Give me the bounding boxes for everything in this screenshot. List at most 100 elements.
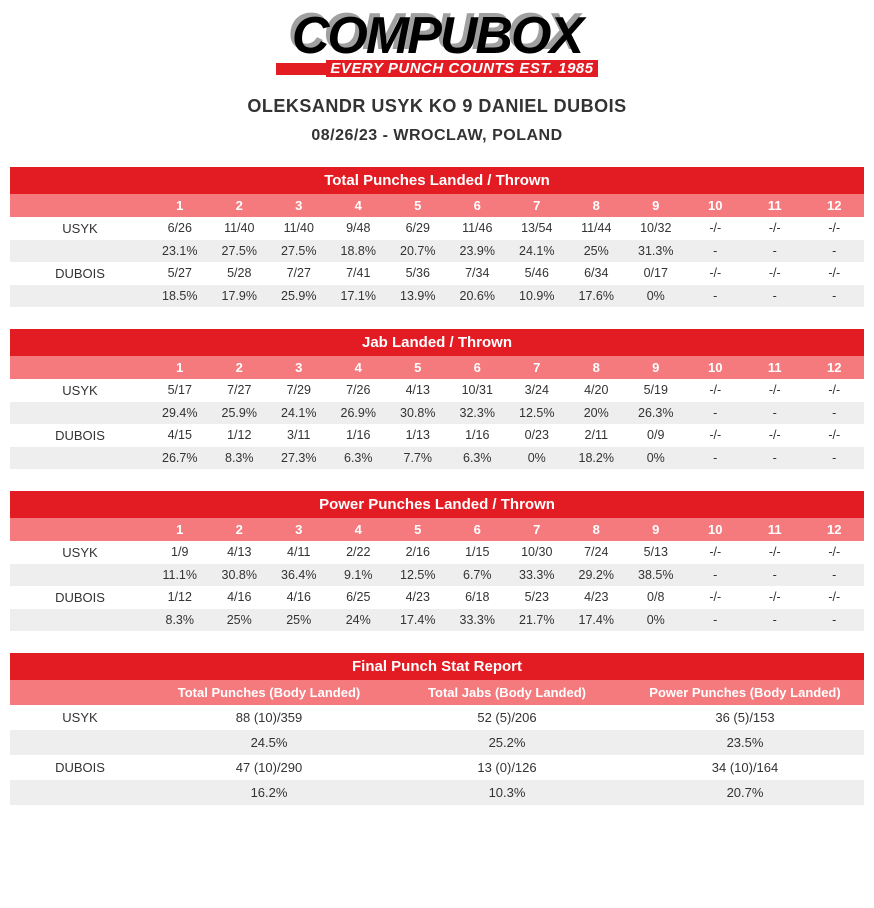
jab-usyk-pct-r8: 20%	[567, 402, 627, 424]
jab-usyk-lt-r6: 10/31	[448, 379, 508, 402]
total-dub-pct-r6: 20.6%	[448, 285, 508, 307]
jab-row-dub-pct: 26.7%8.3%27.3%6.3%7.7%6.3%0%18.2%0%---	[10, 447, 864, 469]
total-round-header-10: 10	[686, 194, 746, 217]
total-dub-pct-r3: 25.9%	[269, 285, 329, 307]
total-dub-lt-r8: 6/34	[567, 262, 627, 285]
jab-dub-pct-r9: 0%	[626, 447, 686, 469]
total-usyk-lt-r7: 13/54	[507, 217, 567, 240]
power-name-dub-lt: DUBOIS	[10, 586, 150, 609]
jab-usyk-pct-r12: -	[805, 402, 865, 424]
final-dub-power: 34 (10)/164	[626, 755, 864, 780]
jab-dub-lt-r9: 0/9	[626, 424, 686, 447]
power-dub-pct-r11: -	[745, 609, 805, 631]
final-row-dubois-pct: 16.2% 10.3% 20.7%	[10, 780, 864, 805]
jab-usyk-pct-r10: -	[686, 402, 746, 424]
jab-dub-pct-r6: 6.3%	[448, 447, 508, 469]
power-usyk-pct-r2: 30.8%	[210, 564, 270, 586]
jab-name-usyk-pct	[10, 402, 150, 424]
total-section: Total Punches Landed / Thrown12345678910…	[10, 167, 864, 307]
power-section: Power Punches Landed / Thrown12345678910…	[10, 491, 864, 631]
total-usyk-lt-r6: 11/46	[448, 217, 508, 240]
final-row-dubois-vals: DUBOIS 47 (10)/290 13 (0)/126 34 (10)/16…	[10, 755, 864, 780]
final-usyk-power: 36 (5)/153	[626, 705, 864, 730]
total-name-usyk-lt: USYK	[10, 217, 150, 240]
final-dub-total: 47 (10)/290	[150, 755, 388, 780]
total-round-header-9: 9	[626, 194, 686, 217]
final-dub-jabs-pct: 10.3%	[388, 780, 626, 805]
total-header-row: 123456789101112	[10, 194, 864, 217]
total-dub-pct-r4: 17.1%	[329, 285, 389, 307]
final-table: Total Punches (Body Landed) Total Jabs (…	[10, 680, 864, 805]
power-dub-pct-r12: -	[805, 609, 865, 631]
jab-dub-pct-r12: -	[805, 447, 865, 469]
jab-usyk-lt-r5: 4/13	[388, 379, 448, 402]
total-usyk-lt-r2: 11/40	[210, 217, 270, 240]
power-round-header-8: 8	[567, 518, 627, 541]
power-dub-lt-r3: 4/16	[269, 586, 329, 609]
power-dub-lt-r11: -/-	[745, 586, 805, 609]
total-usyk-lt-r10: -/-	[686, 217, 746, 240]
power-dub-lt-r8: 4/23	[567, 586, 627, 609]
power-dub-pct-r2: 25%	[210, 609, 270, 631]
jab-row-dub-lt: DUBOIS4/151/123/111/161/131/160/232/110/…	[10, 424, 864, 447]
total-name-usyk-pct	[10, 240, 150, 262]
power-dub-lt-r4: 6/25	[329, 586, 389, 609]
jab-usyk-pct-r2: 25.9%	[210, 402, 270, 424]
power-usyk-lt-r1: 1/9	[150, 541, 210, 564]
power-round-header-10: 10	[686, 518, 746, 541]
total-round-header-8: 8	[567, 194, 627, 217]
jab-usyk-pct-r6: 32.3%	[448, 402, 508, 424]
total-dub-lt-r3: 7/27	[269, 262, 329, 285]
total-usyk-lt-r1: 6/26	[150, 217, 210, 240]
jab-usyk-lt-r10: -/-	[686, 379, 746, 402]
total-name-dub-lt: DUBOIS	[10, 262, 150, 285]
total-dub-lt-r12: -/-	[805, 262, 865, 285]
total-dub-lt-r5: 5/36	[388, 262, 448, 285]
power-dub-pct-r8: 17.4%	[567, 609, 627, 631]
jab-header-row: 123456789101112	[10, 356, 864, 379]
total-dub-lt-r9: 0/17	[626, 262, 686, 285]
jab-dub-pct-r1: 26.7%	[150, 447, 210, 469]
jab-dub-pct-r2: 8.3%	[210, 447, 270, 469]
power-title: Power Punches Landed / Thrown	[10, 491, 864, 518]
jab-round-header-8: 8	[567, 356, 627, 379]
jab-round-header-7: 7	[507, 356, 567, 379]
total-round-header-3: 3	[269, 194, 329, 217]
power-header-blank	[10, 518, 150, 541]
power-usyk-pct-r4: 9.1%	[329, 564, 389, 586]
jab-name-dub-lt: DUBOIS	[10, 424, 150, 447]
power-round-header-12: 12	[805, 518, 865, 541]
final-section: Final Punch Stat Report Total Punches (B…	[10, 653, 864, 805]
power-round-header-2: 2	[210, 518, 270, 541]
total-usyk-lt-r3: 11/40	[269, 217, 329, 240]
total-round-header-12: 12	[805, 194, 865, 217]
total-name-dub-pct	[10, 285, 150, 307]
power-usyk-lt-r12: -/-	[805, 541, 865, 564]
total-dub-pct-r8: 17.6%	[567, 285, 627, 307]
final-header-blank	[10, 680, 150, 705]
power-usyk-pct-r3: 36.4%	[269, 564, 329, 586]
total-usyk-pct-r6: 23.9%	[448, 240, 508, 262]
final-dub-power-pct: 20.7%	[626, 780, 864, 805]
jab-round-header-10: 10	[686, 356, 746, 379]
jab-usyk-lt-r12: -/-	[805, 379, 865, 402]
power-usyk-lt-r3: 4/11	[269, 541, 329, 564]
total-usyk-lt-r4: 9/48	[329, 217, 389, 240]
power-dub-pct-r9: 0%	[626, 609, 686, 631]
total-row-usyk-lt: USYK6/2611/4011/409/486/2911/4613/5411/4…	[10, 217, 864, 240]
power-dub-pct-r10: -	[686, 609, 746, 631]
power-dub-lt-r5: 4/23	[388, 586, 448, 609]
total-round-header-1: 1	[150, 194, 210, 217]
jab-dub-lt-r4: 1/16	[329, 424, 389, 447]
power-dub-pct-r7: 21.7%	[507, 609, 567, 631]
total-dub-lt-r10: -/-	[686, 262, 746, 285]
total-dub-lt-r1: 5/27	[150, 262, 210, 285]
jab-row-usyk-pct: 29.4%25.9%24.1%26.9%30.8%32.3%12.5%20%26…	[10, 402, 864, 424]
total-usyk-pct-r7: 24.1%	[507, 240, 567, 262]
final-col-total: Total Punches (Body Landed)	[150, 680, 388, 705]
power-name-usyk-pct	[10, 564, 150, 586]
power-dub-lt-r1: 1/12	[150, 586, 210, 609]
power-name-dub-pct	[10, 609, 150, 631]
jab-dub-lt-r1: 4/15	[150, 424, 210, 447]
total-title: Total Punches Landed / Thrown	[10, 167, 864, 194]
